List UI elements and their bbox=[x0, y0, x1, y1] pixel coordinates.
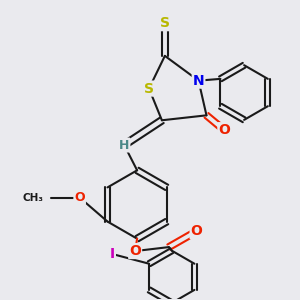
Text: H: H bbox=[119, 139, 129, 152]
Text: S: S bbox=[144, 82, 154, 96]
Text: methoxy: methoxy bbox=[48, 197, 54, 198]
Text: N: N bbox=[193, 74, 204, 88]
Text: O: O bbox=[74, 191, 85, 204]
Text: I: I bbox=[110, 247, 115, 261]
Text: CH₃: CH₃ bbox=[22, 193, 43, 202]
Text: methoxy: methoxy bbox=[33, 197, 39, 198]
Text: S: S bbox=[160, 16, 170, 30]
Text: O: O bbox=[218, 123, 230, 137]
Text: O: O bbox=[129, 244, 141, 258]
Text: O: O bbox=[190, 224, 202, 238]
